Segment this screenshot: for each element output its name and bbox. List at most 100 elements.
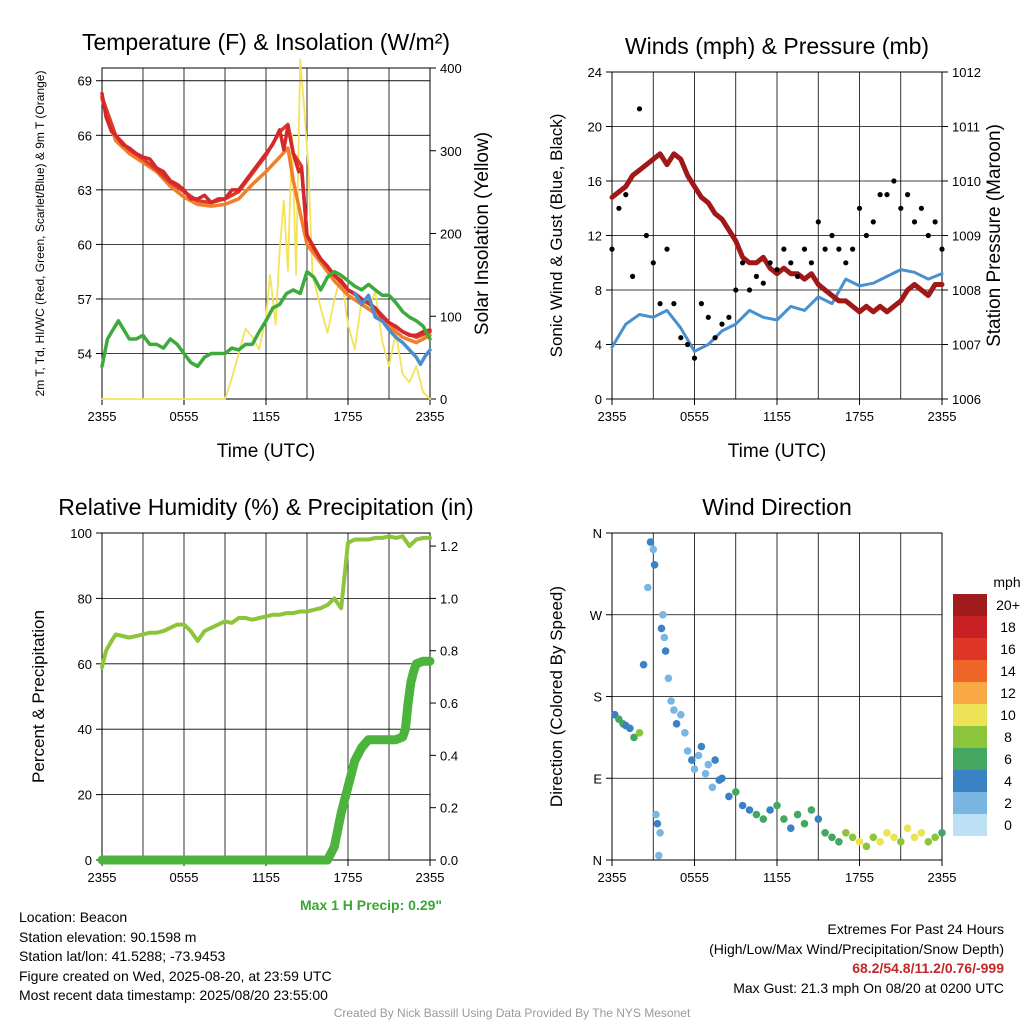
direction-xtick-label: 2355: [598, 870, 627, 885]
gust-point: [863, 232, 870, 239]
gust-point: [850, 246, 856, 252]
direction-xtick-label: 0555: [680, 870, 709, 885]
winds-ytick-label: 12: [588, 229, 602, 244]
colorbar-swatch: [953, 594, 987, 616]
station-info: Location: Beacon Station elevation: 90.1…: [19, 908, 332, 1006]
humidity-ytick-label: 80: [78, 591, 92, 606]
direction-point: [650, 561, 659, 569]
direction-point: [656, 829, 664, 837]
colorbar-label: 10: [1000, 707, 1016, 723]
gust-point: [836, 246, 842, 252]
station-location: Location: Beacon: [19, 909, 128, 925]
direction-point: [890, 833, 898, 842]
extremes-info: Extremes For Past 24 Hours (High/Low/Max…: [709, 920, 1004, 998]
humidity-xtick-label: 0555: [170, 870, 199, 885]
humidity-xtick-label: 2355: [416, 870, 445, 885]
colorbar-label: 14: [1000, 663, 1016, 679]
direction-ylabel: Direction (Colored By Speed): [547, 586, 566, 807]
temperature-y2tick-label: 0: [440, 392, 447, 407]
direction-title: Wind Direction: [702, 494, 852, 520]
gust-point: [781, 246, 787, 252]
colorbar-swatch: [953, 638, 987, 660]
gust-point: [932, 219, 938, 225]
colorbar-label: 12: [1000, 685, 1016, 701]
gust-point: [623, 192, 629, 198]
direction-point: [759, 815, 768, 823]
gust-point: [691, 355, 698, 361]
colorbar-swatch: [953, 814, 987, 836]
direction-point: [649, 545, 658, 554]
direction-point: [821, 829, 829, 837]
gust-point: [884, 192, 890, 198]
direction-point: [652, 810, 660, 819]
colorbar-swatch: [953, 660, 987, 682]
direction-point: [848, 833, 857, 842]
winds-xtick-label: 1155: [763, 409, 791, 424]
direction-point: [672, 720, 681, 728]
humidity-y2tick-label: 0.8: [440, 644, 458, 659]
gust-point: [829, 232, 835, 239]
direction-point: [725, 792, 733, 801]
humidity-y2tick-label: 1.2: [440, 539, 458, 554]
direction-point: [883, 829, 891, 837]
humidity-y2tick-label: 0.6: [440, 696, 458, 711]
humidity-y2tick-label: 0.4: [440, 748, 458, 763]
direction-point: [659, 611, 667, 619]
humidity-y2tick-label: 0.0: [440, 853, 458, 868]
direction-point: [855, 838, 864, 846]
temperature-y2tick-label: 200: [440, 227, 462, 242]
temperature-xtick-label: 0555: [170, 409, 199, 424]
humidity-ylabel: Percent & Precipitation: [29, 610, 48, 783]
direction-point: [697, 742, 706, 751]
gust-point: [760, 280, 766, 286]
winds-y2tick-label: 1006: [952, 392, 981, 407]
winds-y2tick-label: 1010: [952, 174, 981, 189]
gust-point: [685, 341, 691, 348]
direction-point: [701, 769, 710, 778]
direction-point: [657, 624, 666, 633]
gust-point: [753, 273, 760, 279]
station-pressure-line: [609, 151, 945, 315]
direction-point: [745, 806, 754, 814]
winds-y2tick-label: 1009: [952, 229, 981, 244]
direction-ytick-label: N: [593, 526, 602, 541]
temperature-y2label: Solar Insolation (Yellow): [472, 132, 493, 335]
colorbar-label: 18: [1000, 619, 1016, 635]
colorbar-swatch: [953, 792, 987, 814]
direction-point: [732, 788, 740, 796]
humidity-ytick-label: 40: [78, 722, 92, 737]
direction-point: [681, 729, 689, 737]
temperature-xlabel: Time (UTC): [217, 441, 316, 462]
extremes-heading: Extremes For Past 24 Hours: [827, 921, 1004, 937]
direction-point: [738, 801, 747, 810]
winds-ytick-label: 16: [588, 174, 602, 189]
direction-ytick-label: S: [593, 690, 602, 705]
direction-point: [664, 674, 673, 683]
gust-point: [650, 260, 656, 266]
gust-point: [877, 192, 883, 198]
winds-xtick-label: 2355: [598, 409, 627, 424]
gust-point: [726, 314, 732, 320]
gust-point: [671, 301, 677, 307]
gust-point: [918, 205, 925, 211]
colorbar-label: 16: [1000, 641, 1016, 657]
temperature-title: Temperature (F) & Insolation (W/m²): [82, 29, 450, 55]
gust-point: [856, 205, 863, 211]
winds-ytick-label: 24: [588, 65, 602, 80]
direction-point: [644, 583, 652, 592]
gust-point: [698, 301, 705, 307]
temperature-xtick-label: 1755: [334, 409, 363, 424]
winds-xtick-label: 1755: [845, 409, 874, 424]
direction-point: [711, 756, 719, 764]
humidity-ytick-label: 0: [85, 853, 92, 868]
gust-point: [746, 287, 753, 293]
direction-point: [670, 706, 678, 714]
temperature-y2tick-label: 300: [440, 144, 462, 159]
winds-ytick-label: 4: [595, 338, 602, 353]
gust-point: [795, 273, 801, 279]
direction-point: [876, 838, 884, 846]
colorbar-label: 20+: [996, 597, 1020, 613]
gust-point: [657, 301, 663, 307]
direction-point: [683, 747, 692, 755]
temperature-xtick-label: 1155: [252, 409, 280, 424]
